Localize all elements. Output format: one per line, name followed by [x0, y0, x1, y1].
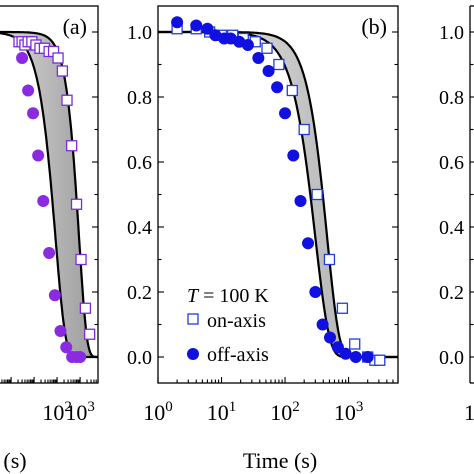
- panel-b-y-tick-label: 0.2: [127, 282, 152, 304]
- panel-a-off-axis-point: [74, 351, 87, 363]
- panel-a-off-axis-point: [54, 325, 67, 337]
- panel-a-off-axis-point: [48, 289, 61, 302]
- panel-b-off-axis-point: [316, 318, 329, 331]
- panel-b-axes: 0.0 0.2 0.4 0.6 0.8 1.0 100 101 102 103: [127, 5, 399, 425]
- panel-b-off-axis-point: [309, 286, 322, 298]
- panel-b-off-axis-point: [287, 149, 300, 162]
- panel-b-on-axis-point: [273, 58, 285, 71]
- panel-b-label: (b): [361, 14, 387, 39]
- panel-a-off-axis-point: [22, 84, 35, 97]
- panel-b-off-axis-point: [323, 331, 336, 344]
- panel-a-off-axis-point: [60, 341, 73, 354]
- legend-on-axis-label: on-axis: [207, 310, 266, 332]
- panel-c-y-tick-label: 0.4: [439, 217, 464, 239]
- panel-b-off-axis-point: [294, 195, 307, 207]
- panel-c-x-tick-label: 10: [464, 400, 474, 425]
- panel-b-y-tick-label: 0.0: [127, 347, 152, 369]
- panel-b-x-axis-label: Time (s): [243, 448, 317, 473]
- panel-a-off-axis-point: [37, 195, 50, 207]
- panel-b-off-axis-point: [241, 39, 254, 51]
- panel-b-on-axis-point: [298, 123, 310, 136]
- legend: on-axis off-axis: [187, 310, 269, 366]
- panel-c-y-tick-label: 0.6: [439, 152, 464, 174]
- panel-a-on-axis-point: [52, 52, 64, 64]
- panel-a-on-axis-point: [79, 302, 92, 314]
- panel-b-on-axis-point: [261, 42, 273, 54]
- panel-a-on-axis-point: [66, 140, 78, 152]
- panel-a-shaded-area: [0, 32, 98, 357]
- panel-a-on-axis-point: [70, 198, 83, 210]
- panel-b-off-axis-point: [271, 81, 284, 94]
- panel-b-off-axis-point: [349, 351, 362, 363]
- panel-a-shaded-region: [0, 32, 98, 357]
- panel-c: 0.0 0.2 0.4 0.6 0.8 1.0 10: [439, 5, 474, 425]
- panel-b-off-axis-point: [262, 65, 275, 77]
- panel-b-off-axis-point: [361, 351, 374, 363]
- temperature-symbol: T: [187, 285, 200, 307]
- panel-b-markers: [171, 16, 386, 366]
- panel-b-y-tick-label: 0.8: [127, 87, 152, 109]
- panel-a-off-axis-point: [27, 107, 40, 120]
- panel-b-on-axis-point: [349, 338, 361, 350]
- panel-b-on-axis-point: [286, 84, 298, 97]
- panel-a-on-axis-point: [75, 253, 87, 266]
- temperature-value: = 100 K: [198, 285, 269, 307]
- panel-b-off-axis-point: [339, 347, 352, 360]
- panel-b-x-tick-label: 100: [143, 399, 173, 425]
- panel-b-x-tick-label: 101: [207, 399, 237, 425]
- panel-b-fit-curves: [158, 30, 398, 359]
- panel-b-shaded-area: [158, 32, 398, 357]
- panel-b-x-tick-label: 103: [334, 399, 364, 425]
- temperature-annotation: T = 100 K: [187, 285, 269, 307]
- panel-c-y-tick-label: 0.2: [439, 282, 464, 304]
- panel-b-on-axis-point: [336, 302, 349, 314]
- panel-b-on-axis-point: [323, 253, 336, 266]
- panel-a-x-tick-label: 103: [65, 399, 95, 425]
- panel-c-y-tick-label: 0.0: [439, 347, 464, 369]
- panel-a-off-axis-point: [43, 247, 56, 259]
- panel-b-shaded-region: [158, 32, 398, 357]
- panel-b-on-axis-point: [374, 354, 386, 366]
- panel-b: 0.0 0.2 0.4 0.6 0.8 1.0 100 101 102 103 (b) Time …: [127, 5, 399, 473]
- panel-b-y-tick-label: 1.0: [127, 22, 152, 44]
- panel-a-on-axis-point: [83, 328, 96, 340]
- panel-a-on-axis-point: [56, 65, 69, 77]
- legend-off-axis-marker: [187, 348, 199, 360]
- panel-c-y-tick-label: 0.8: [439, 87, 464, 109]
- panel-b-fit-curve-2: [158, 30, 398, 359]
- panel-c-y-tick-label: 1.0: [439, 22, 464, 44]
- panel-b-off-axis-point: [171, 16, 184, 29]
- panel-b-y-tick-label: 0.4: [127, 217, 152, 239]
- panel-c-axes: 0.0 0.2 0.4 0.6 0.8 1.0: [439, 5, 474, 384]
- panel-a-x-axis-label: (s): [3, 448, 26, 473]
- panel-b-off-axis-point: [302, 237, 315, 250]
- panel-b-off-axis-point: [279, 107, 292, 120]
- panel-b-off-axis-point: [190, 19, 203, 32]
- panel-a-on-axis-point: [61, 94, 73, 106]
- panel-b-y-tick-label: 0.6: [127, 152, 152, 174]
- legend-off-axis-label: off-axis: [207, 344, 269, 366]
- panel-a-off-axis-point: [32, 149, 45, 162]
- panel-b-on-axis-point: [311, 188, 323, 201]
- panel-a-off-axis-point: [16, 52, 29, 64]
- panel-a-label: (a): [63, 14, 87, 39]
- panel-a-markers: [13, 36, 96, 363]
- legend-on-axis-marker: [187, 313, 199, 325]
- panel-b-off-axis-point: [252, 52, 265, 64]
- panel-b-off-axis-point: [201, 22, 214, 35]
- panel-b-x-tick-label: 102: [270, 399, 300, 425]
- panel-a-x-tick-label: 102: [42, 399, 72, 425]
- panel-b-fit-curve-1: [158, 30, 398, 359]
- panel-a-fit-curve-2: [0, 30, 98, 359]
